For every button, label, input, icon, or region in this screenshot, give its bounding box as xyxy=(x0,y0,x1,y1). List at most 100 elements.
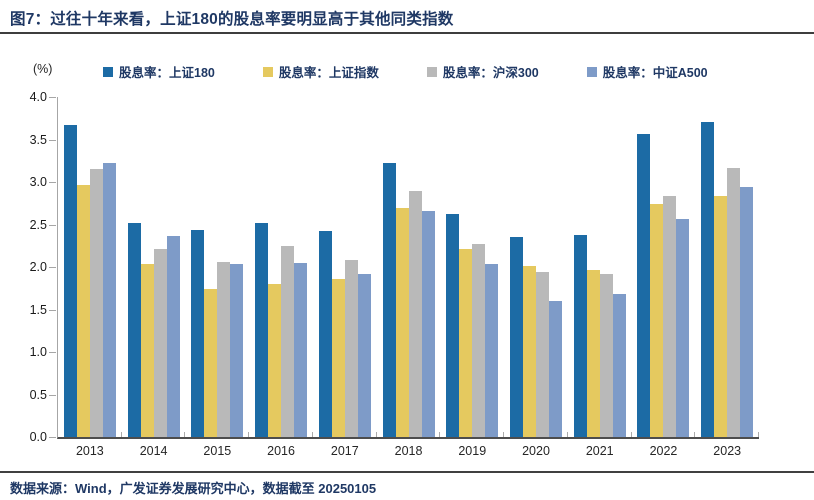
x-tick-label: 2015 xyxy=(203,444,232,458)
bar xyxy=(714,195,728,437)
x-tick-mark xyxy=(758,432,759,437)
bar xyxy=(153,249,167,437)
bar xyxy=(89,169,103,437)
bar xyxy=(191,229,205,437)
bar-group-2021: 2021 xyxy=(568,97,632,458)
x-tick-mark xyxy=(311,432,313,437)
bar-group-2014: 2014 xyxy=(122,97,186,458)
bar-group-2017: 2017 xyxy=(313,97,377,458)
y-tick-label: 3.0 xyxy=(29,175,47,189)
footer-divider xyxy=(0,471,814,473)
legend-item: 股息率：中证A500 xyxy=(586,62,708,81)
x-tick-mark xyxy=(630,432,632,437)
bar-cluster xyxy=(446,97,499,437)
bar xyxy=(344,260,358,437)
y-tick-mark xyxy=(49,394,56,396)
x-tick-mark xyxy=(503,432,505,437)
x-tick-label: 2022 xyxy=(649,444,678,458)
bar xyxy=(166,235,180,437)
legend-label: 股息率：沪深300 xyxy=(442,66,539,80)
y-tick-mark xyxy=(49,267,56,268)
bar xyxy=(510,237,523,437)
y-axis-unit-label: (%) xyxy=(33,62,53,76)
bar xyxy=(485,264,499,437)
data-source-note: 数据来源：Wind，广发证券发展研究中心，数据截至 20250105 xyxy=(10,481,377,496)
bar xyxy=(727,168,741,437)
legend-swatch-icon xyxy=(262,66,273,77)
bar-cluster xyxy=(255,97,308,437)
bar xyxy=(382,163,396,437)
y-tick-label: 0.5 xyxy=(29,387,47,402)
x-tick-label: 2023 xyxy=(713,444,742,458)
x-tick-label: 2017 xyxy=(330,444,359,458)
x-tick-label: 2020 xyxy=(522,444,550,458)
bar xyxy=(331,278,345,437)
y-tick-mark xyxy=(49,309,56,311)
bar-group-2020: 2020 xyxy=(504,97,568,458)
bar-cluster xyxy=(701,97,754,437)
legend-swatch-icon xyxy=(426,66,437,77)
bar xyxy=(76,184,90,437)
y-tick-label: 2.5 xyxy=(29,217,47,232)
x-tick-label: 2019 xyxy=(458,444,487,458)
y-tick-mark xyxy=(49,224,56,226)
x-tick-mark xyxy=(248,432,250,437)
x-tick-mark xyxy=(184,432,186,437)
bar xyxy=(421,210,435,437)
bar xyxy=(395,207,409,437)
legend-item: 股息率：沪深300 xyxy=(426,62,539,81)
bar xyxy=(573,234,587,437)
bar-cluster xyxy=(382,97,435,437)
chart-legend: 股息率：上证180 股息率：上证指数 股息率：沪深300 股息率：中证A500 xyxy=(103,62,708,81)
legend-swatch-icon xyxy=(103,66,113,77)
bar xyxy=(612,294,626,437)
legend-item: 股息率：上证指数 xyxy=(262,62,379,81)
bar xyxy=(586,269,600,437)
bar-group-2015: 2015 xyxy=(185,97,249,458)
bar xyxy=(230,264,244,437)
y-axis-tick-labels: 4.0 3.5 3.0 2.5 2.0 1.5 1.0 0.5 0.0 xyxy=(0,90,47,444)
bar xyxy=(408,190,422,437)
bar xyxy=(459,249,473,437)
bar xyxy=(549,301,562,437)
x-tick-label: 2018 xyxy=(394,444,423,458)
bar-group-2016: 2016 xyxy=(249,97,313,458)
y-tick-label: 0.0 xyxy=(29,430,47,444)
plot-area: 2013 2014 2015 2016 2017 2018 2019 2020 2021 2022… xyxy=(49,97,759,458)
y-tick-label: 2.0 xyxy=(29,260,47,274)
x-tick-label: 2013 xyxy=(75,444,104,458)
bar-cluster xyxy=(510,97,562,437)
x-tick-mark xyxy=(120,432,122,437)
legend-label: 股息率：上证指数 xyxy=(278,66,379,80)
legend-swatch-icon xyxy=(586,66,597,77)
bar xyxy=(740,187,754,437)
y-tick-mark xyxy=(49,97,56,98)
bar xyxy=(650,204,664,437)
legend-label: 股息率：中证A500 xyxy=(602,66,708,80)
bar xyxy=(676,218,690,437)
bar-group-2013: 2013 xyxy=(58,97,122,458)
bar-group-2022: 2022 xyxy=(632,97,696,458)
y-tick-label: 1.5 xyxy=(29,302,47,317)
legend-label: 股息率：上证180 xyxy=(119,66,215,80)
x-tick-mark xyxy=(375,432,377,437)
bar-cluster xyxy=(637,97,690,437)
bar xyxy=(663,195,677,437)
bar-cluster xyxy=(191,97,244,437)
bar xyxy=(536,272,549,437)
bar xyxy=(637,134,651,437)
bar-cluster xyxy=(573,97,626,437)
bar xyxy=(599,273,613,437)
y-tick-mark xyxy=(49,182,56,183)
legend-item: 股息率：上证180 xyxy=(103,62,215,81)
bar xyxy=(523,266,536,437)
title-divider xyxy=(0,32,814,34)
bar xyxy=(140,263,154,437)
x-tick-label: 2016 xyxy=(267,444,295,458)
bar-cluster xyxy=(127,97,180,437)
y-tick-mark xyxy=(49,437,56,438)
bar xyxy=(102,163,116,437)
bar xyxy=(318,231,332,437)
bar xyxy=(701,121,715,437)
